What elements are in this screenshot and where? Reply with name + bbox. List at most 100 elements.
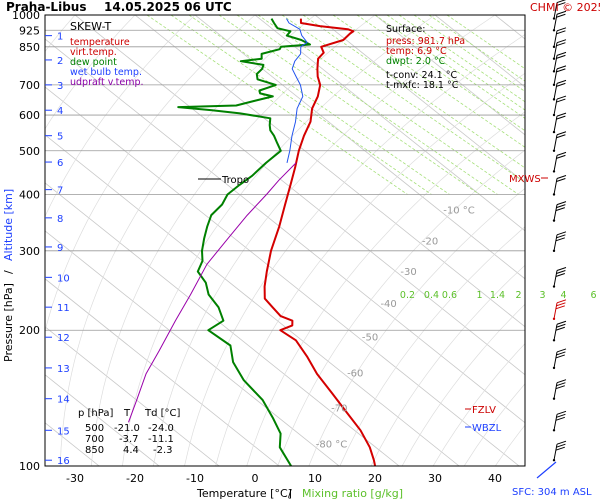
special-level-markers: Tropo MXWS FZLV WBZL xyxy=(198,174,548,434)
wind-barb xyxy=(552,379,567,400)
wind-barb xyxy=(552,27,567,49)
wind-barb-flag xyxy=(556,82,566,87)
isotherm-label: -20 xyxy=(422,236,438,247)
wind-barb xyxy=(552,267,567,288)
mixing-ratio-line xyxy=(302,15,525,169)
temperature-tick-label: -30 xyxy=(66,472,84,485)
temperature-tick-label: 20 xyxy=(368,472,382,485)
wind-barb-dot xyxy=(552,130,556,134)
wind-barb-flag xyxy=(556,382,566,387)
isotherm-line xyxy=(74,15,525,376)
wind-barb xyxy=(552,348,567,370)
temperature-tick-label: 40 xyxy=(488,472,502,485)
wind-barb-flag xyxy=(556,410,567,415)
wind-barb-flag xyxy=(556,151,567,156)
altitude-tick-label: 15 xyxy=(57,426,70,437)
station-name: Praha-Libus xyxy=(6,0,86,14)
dry-adiabat-line xyxy=(45,15,196,218)
wind-barb-flag xyxy=(556,115,566,120)
surface-tconv: t-conv: 24.1 °C xyxy=(386,70,457,81)
wind-barb-dot xyxy=(552,285,556,288)
wind-barb-flag xyxy=(556,413,566,418)
wind-barb-flag xyxy=(556,2,566,7)
altitude-tick-label: 6 xyxy=(57,158,63,169)
wind-barb-flag xyxy=(555,416,565,421)
altitude-tick-label: 13 xyxy=(57,364,70,375)
wind-barb-flag xyxy=(556,231,567,236)
profile-series xyxy=(128,18,377,466)
wind-barb-flag xyxy=(556,379,567,384)
wind-barb xyxy=(552,320,567,342)
wind-barb-flag xyxy=(556,234,566,239)
dry-adiabat-line xyxy=(45,15,136,130)
wind-barb-staff xyxy=(553,444,558,461)
mixing-ratio-line xyxy=(374,15,525,119)
isotherm-line xyxy=(374,15,525,136)
dry-adiabat-line xyxy=(463,383,525,466)
mixing-ratio-labels: 0.20.40.611.423468101214172025 xyxy=(400,290,597,301)
isotherm-label: -50 xyxy=(362,332,378,343)
wind-barb xyxy=(552,79,567,101)
altitude-tick-label: 8 xyxy=(57,214,63,225)
isotherm-label: -40 xyxy=(380,299,396,310)
isotherm-line xyxy=(45,86,520,466)
wind-barb xyxy=(552,440,567,462)
surface-tmxfc: t-mxfc: 18.1 °C xyxy=(386,80,459,91)
wind-barb-dot xyxy=(552,83,556,87)
mixing-ratio-line xyxy=(332,15,525,148)
wind-barbs xyxy=(552,0,567,462)
wind-barb-dot xyxy=(552,29,556,32)
temperature-tick-label: -20 xyxy=(126,472,144,485)
wind-barb-flag xyxy=(556,10,567,15)
legend-virt-temp: virt.temp. xyxy=(70,47,117,58)
wind-barb-staff xyxy=(553,270,558,287)
wind-barb-dot xyxy=(552,17,556,20)
altitude-tick-label: 3 xyxy=(57,81,63,92)
wind-barb-flag xyxy=(556,68,566,73)
pressure-tick-labels: 100 200 300 400 500 600 700 850 925 1000 xyxy=(12,9,40,473)
isotherm-line xyxy=(314,15,525,184)
pressure-tick-label: 850 xyxy=(19,41,40,54)
wind-barb-flag xyxy=(556,267,567,272)
wind-barb-staff xyxy=(553,134,558,151)
isotherm-line xyxy=(45,38,525,424)
wind-barb-flag xyxy=(555,446,565,451)
wind-barb-staff xyxy=(553,234,558,251)
wind-barb-flag xyxy=(556,54,566,59)
dry-adiabat-line xyxy=(153,15,496,466)
wind-barb-flag xyxy=(555,207,565,212)
wind-barb-dot xyxy=(552,219,556,222)
mxws-label: MXWS xyxy=(509,174,541,185)
wind-barb-staff xyxy=(553,98,558,116)
isotherm-line xyxy=(45,182,400,466)
wind-barb-staff xyxy=(553,116,558,133)
surface-wind-arrow xyxy=(536,461,557,479)
pressure-tick-label: 600 xyxy=(19,109,40,122)
wind-barb xyxy=(552,95,567,117)
wind-barb-staff xyxy=(553,178,558,195)
wind-barb xyxy=(552,39,567,60)
dry-adiabat-line xyxy=(308,187,525,466)
wind-barb-flag xyxy=(555,237,565,242)
table-row-p: 700 xyxy=(85,434,104,445)
isotherm-lines xyxy=(45,15,525,466)
wind-barb-flag xyxy=(555,326,565,331)
wind-barb-flag xyxy=(556,42,566,47)
mixing-ratio-line xyxy=(398,15,525,103)
wind-barb xyxy=(552,410,567,432)
y-axis-title-pressure: Pressure [hPa] xyxy=(2,283,15,362)
wind-barb xyxy=(552,231,567,253)
pressure-tick-label: 700 xyxy=(19,79,40,92)
mixing-ratio-label: 0.4 xyxy=(424,290,439,301)
temperature-tick-label: 0 xyxy=(252,472,259,485)
wind-barb xyxy=(552,65,567,87)
y-axis-title-altitude: Altitude [km] xyxy=(2,189,15,261)
wind-barb xyxy=(552,131,567,152)
wind-barb xyxy=(552,151,567,173)
wind-barb-dot xyxy=(552,317,556,321)
wind-barb-flag xyxy=(556,65,567,70)
mixing-ratio-line xyxy=(218,15,480,195)
isotherm-line xyxy=(134,15,525,328)
